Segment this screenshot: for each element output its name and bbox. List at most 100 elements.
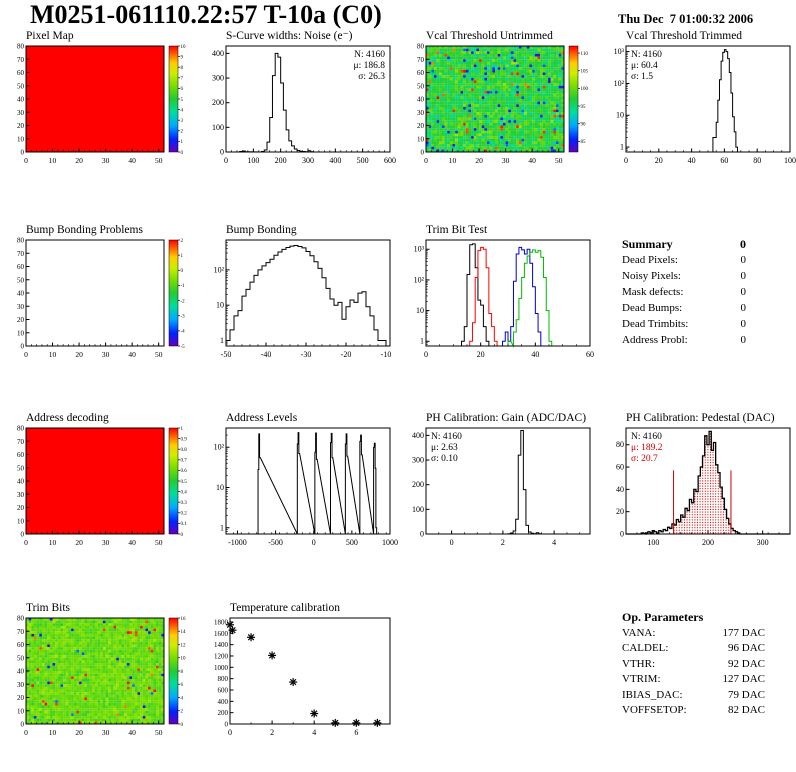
- op-parameter-label: CALDEL:: [622, 642, 669, 654]
- svg-text:30: 30: [102, 350, 110, 359]
- svg-text:σ: 26.3: σ: 26.3: [358, 72, 385, 82]
- panel-address-levels: Address Levels -1000 -500 0 500 1000 1 10 10²: [200, 412, 398, 547]
- summary-row: Mask defects: 0: [622, 284, 746, 300]
- svg-text:σ: 1.5: σ: 1.5: [631, 72, 653, 82]
- svg-text:40: 40: [17, 478, 25, 486]
- svg-text:10³: 10³: [414, 245, 425, 254]
- svg-text:30: 30: [17, 109, 25, 117]
- svg-text:20: 20: [477, 350, 485, 359]
- svg-text:50: 50: [155, 538, 163, 547]
- pixel-map-chart: 0 10 20 30 40 50 0 10 20 30 40 50 60 70 80 0 1 2 3 4 5 6 7 8 9 10: [17, 43, 187, 165]
- svg-text:20: 20: [17, 694, 25, 702]
- summary-row-label: Dead Pixels:: [622, 254, 678, 266]
- op-parameter-value: 96 DAC: [728, 642, 765, 654]
- svg-text:-2: -2: [181, 299, 186, 304]
- svg-text:300: 300: [757, 538, 769, 547]
- svg-text:70: 70: [17, 628, 25, 636]
- summary-total: 0: [740, 237, 746, 251]
- svg-text:0.6: 0.6: [181, 469, 188, 474]
- chart-title: Vcal Threshold Untrimmed: [426, 30, 553, 42]
- bump-problems-chart: 0 10 20 30 40 50 0 10 20 30 40 50 60 70 80 -5 -4 -3 -2 -1 0 1…: [17, 237, 186, 359]
- svg-text:1: 1: [220, 336, 224, 345]
- summary-row-label: Noisy Pixels:: [622, 270, 681, 282]
- svg-text:30: 30: [17, 491, 25, 499]
- svg-text:10: 10: [216, 301, 224, 310]
- svg-text:70: 70: [17, 438, 25, 446]
- panel-pixel-map: Pixel Map 0 10 20 30 40 50 0 10 20 30 40 50 60 70 80 0 1…: [0, 30, 198, 165]
- svg-text:-1: -1: [181, 284, 186, 289]
- svg-text:40: 40: [417, 96, 425, 104]
- svg-text:0.1: 0.1: [181, 522, 188, 527]
- chart-title: Bump Bonding: [226, 224, 297, 236]
- summary-row: Dead Trimbits: 0: [622, 316, 746, 332]
- summary-row-label: Mask defects:: [622, 286, 684, 298]
- svg-text:μ: 2.63: μ: 2.63: [431, 443, 458, 453]
- svg-text:100: 100: [784, 156, 796, 165]
- svg-text:300: 300: [302, 156, 314, 165]
- svg-text:90: 90: [581, 123, 587, 128]
- svg-text:-5: -5: [181, 345, 186, 350]
- svg-text:10: 10: [181, 45, 187, 50]
- op-parameter-label: VANA:: [622, 626, 656, 639]
- svg-text:-50: -50: [221, 350, 232, 359]
- op-parameter-row: VTHR: 92 DAC: [622, 657, 765, 673]
- svg-text:0: 0: [21, 343, 25, 351]
- svg-text:-40: -40: [261, 350, 272, 359]
- op-parameter-row: IBIAS_DAC: 79 DAC: [622, 688, 765, 704]
- svg-text:105: 105: [581, 70, 589, 75]
- svg-text:40: 40: [128, 350, 136, 359]
- svg-text:0: 0: [224, 156, 228, 165]
- svg-text:40: 40: [528, 156, 536, 165]
- svg-text:50: 50: [17, 82, 25, 90]
- trim-bits-chart: 0 10 20 30 40 5001020304050607080024681012141…: [17, 615, 186, 737]
- svg-text:0: 0: [220, 148, 224, 157]
- svg-text:1: 1: [181, 140, 184, 145]
- address-decoding-chart: 0 10 20 30 40 50 0 10 20 30 40 50 60 70 80 0 0.1 0.2 0.3 0.…: [17, 425, 188, 547]
- svg-text:0.7: 0.7: [181, 459, 188, 464]
- svg-text:-3: -3: [181, 315, 186, 320]
- svg-text:40: 40: [17, 290, 25, 298]
- bump-bonding-chart: -50 -40 -30 -20 -10 1 10 10²: [214, 239, 391, 359]
- svg-text:20: 20: [417, 122, 425, 130]
- svg-text:80: 80: [417, 43, 425, 51]
- panel-trim-bits: Trim Bits 0 10 20 30 40 50 0 10 20 30 40 50 60 70 80 0 2…: [0, 602, 198, 737]
- svg-text:60: 60: [17, 641, 25, 649]
- chart-title: Address Levels: [226, 412, 298, 424]
- svg-text:3: 3: [181, 119, 184, 124]
- svg-text:0: 0: [24, 728, 28, 737]
- svg-text:60: 60: [17, 263, 25, 271]
- summary-row: Address Probl: 0: [622, 332, 746, 348]
- summary-row-label: Address Probl:: [622, 334, 688, 346]
- svg-text:20: 20: [17, 122, 25, 130]
- svg-text:60: 60: [720, 156, 728, 165]
- svg-text:9: 9: [181, 55, 184, 60]
- summary-row-value: 0: [740, 318, 747, 330]
- summary-title: Summary: [622, 237, 673, 251]
- chart-title: Temperature calibration: [230, 602, 340, 614]
- panel-scurve-noise: S-Curve widths: Noise (e⁻) 0 100 200 300 400…: [200, 30, 398, 165]
- svg-text:70: 70: [417, 56, 425, 64]
- svg-text:10²: 10²: [614, 79, 625, 88]
- svg-text:2: 2: [501, 538, 505, 547]
- chart-title: S-Curve widths: Noise (e⁻): [226, 30, 353, 42]
- svg-text:0: 0: [181, 533, 184, 538]
- svg-text:N: 4160: N: 4160: [431, 432, 462, 442]
- op-parameter-value: 177 DAC: [722, 626, 765, 639]
- op-parameter-row: VANA: 177 DAC: [622, 626, 765, 642]
- svg-text:0: 0: [421, 149, 425, 157]
- svg-text:2: 2: [181, 130, 184, 135]
- svg-text:10: 10: [17, 517, 25, 525]
- svg-text:5: 5: [181, 98, 184, 103]
- svg-text:2: 2: [181, 710, 184, 715]
- svg-text:0.5: 0.5: [181, 480, 188, 485]
- svg-text:6: 6: [181, 87, 184, 92]
- svg-text:2: 2: [181, 239, 184, 244]
- svg-text:20: 20: [17, 316, 25, 324]
- svg-text:40: 40: [616, 485, 624, 494]
- svg-text:0: 0: [24, 350, 28, 359]
- svg-text:40: 40: [128, 156, 136, 165]
- chart-title: Pixel Map: [26, 30, 74, 42]
- svg-text:40: 40: [531, 350, 539, 359]
- op-parameter-value: 127 DAC: [722, 673, 765, 685]
